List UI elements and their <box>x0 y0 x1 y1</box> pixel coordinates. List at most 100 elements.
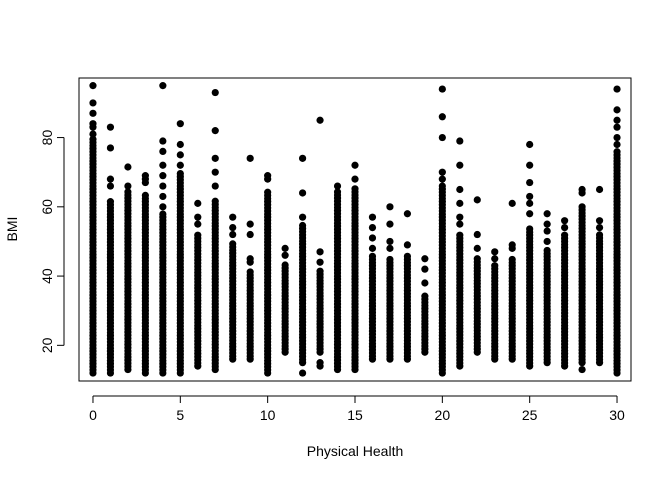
data-point <box>211 88 219 97</box>
data-point <box>124 182 132 190</box>
y-tick-label: 80 <box>39 130 55 146</box>
data-point <box>368 224 377 232</box>
data-point <box>386 220 394 228</box>
point-column-2 <box>124 163 132 374</box>
data-point <box>456 185 464 194</box>
point-column-30 <box>613 85 621 377</box>
data-point <box>543 220 551 228</box>
point-column-8 <box>229 213 237 363</box>
data-point <box>246 220 254 228</box>
data-point <box>543 246 551 255</box>
data-point <box>333 182 342 190</box>
data-point <box>386 203 394 211</box>
data-point <box>281 261 289 269</box>
data-point <box>298 369 307 377</box>
data-point <box>386 237 394 246</box>
point-column-27 <box>561 217 569 370</box>
x-tick-label: 20 <box>435 407 451 423</box>
data-point <box>176 120 184 128</box>
data-point <box>403 210 412 218</box>
data-point <box>508 255 516 264</box>
data-point <box>508 241 516 249</box>
data-point <box>106 175 115 183</box>
data-point <box>421 292 429 300</box>
point-column-9 <box>246 154 254 363</box>
data-point <box>159 172 167 180</box>
data-point <box>526 161 534 169</box>
data-point <box>438 182 446 190</box>
data-point <box>526 225 534 233</box>
data-point <box>438 133 446 142</box>
data-point <box>194 199 202 207</box>
data-point <box>176 140 184 149</box>
point-column-12 <box>298 154 307 377</box>
point-column-22 <box>473 196 481 356</box>
data-point <box>159 82 167 90</box>
data-point <box>264 172 272 180</box>
data-point <box>473 255 481 263</box>
x-tick-label: 15 <box>347 407 363 423</box>
data-point <box>595 217 604 225</box>
data-point <box>316 359 324 367</box>
x-tick-label: 5 <box>176 407 184 423</box>
data-point <box>456 161 464 169</box>
data-point <box>543 237 551 246</box>
data-point <box>316 267 324 275</box>
data-point <box>176 169 184 178</box>
x-axis-title: Physical Health <box>307 443 404 459</box>
data-point <box>473 244 481 252</box>
data-point <box>526 178 534 187</box>
data-point <box>473 230 481 239</box>
data-point <box>386 244 394 252</box>
point-column-4 <box>159 82 167 377</box>
data-point <box>508 199 516 207</box>
x-tick-label: 25 <box>522 407 538 423</box>
data-point <box>89 109 97 117</box>
data-point <box>456 220 464 228</box>
data-point <box>368 213 377 221</box>
data-point <box>316 258 324 266</box>
data-point <box>403 241 412 249</box>
data-point <box>211 127 219 135</box>
data-point <box>89 82 97 90</box>
data-point <box>438 175 446 183</box>
data-point <box>526 210 534 218</box>
data-point <box>595 224 604 232</box>
data-point <box>281 244 289 252</box>
point-column-14 <box>333 182 342 374</box>
data-point <box>89 120 97 128</box>
data-point <box>543 210 551 218</box>
data-point <box>368 244 377 252</box>
data-point <box>264 188 272 196</box>
data-point <box>438 113 446 121</box>
data-point <box>526 199 534 207</box>
point-column-11 <box>281 244 289 356</box>
data-point <box>124 163 132 171</box>
data-point <box>613 148 621 156</box>
data-point <box>159 147 167 156</box>
data-point <box>595 185 604 194</box>
x-axis: 0 5 10 15 20 25 30 <box>89 395 625 423</box>
point-column-18 <box>403 210 412 363</box>
data-point <box>211 168 219 176</box>
x-tick-label: 0 <box>89 407 97 423</box>
data-point <box>159 182 167 190</box>
data-point <box>106 182 115 190</box>
point-column-26 <box>543 210 551 367</box>
data-point <box>491 262 499 270</box>
y-tick-label: 40 <box>39 268 55 284</box>
data-point <box>526 192 534 201</box>
data-point <box>613 140 621 149</box>
data-point <box>229 240 237 248</box>
data-point <box>316 248 324 256</box>
data-point <box>473 196 481 204</box>
data-point <box>351 175 359 183</box>
data-point <box>159 137 167 145</box>
data-point <box>211 182 219 190</box>
data-point <box>281 251 289 259</box>
data-point <box>246 255 254 263</box>
data-point <box>316 116 324 124</box>
y-axis-title: BMI <box>4 217 20 242</box>
data-point <box>159 210 167 218</box>
